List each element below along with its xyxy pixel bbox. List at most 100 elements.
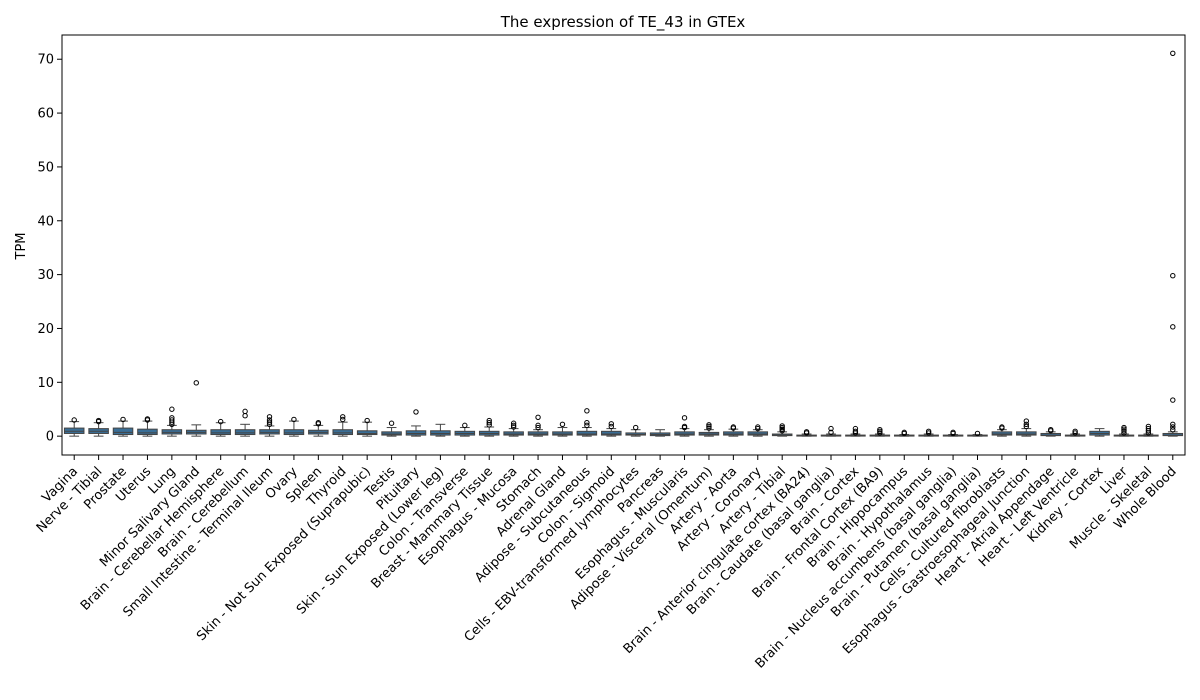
outlier-point <box>535 424 541 431</box>
outlier-point <box>1023 418 1030 424</box>
outlier-point <box>1170 397 1176 403</box>
box-23 <box>625 432 646 436</box>
outlier-point <box>999 424 1005 430</box>
box-13 <box>381 431 402 436</box>
outlier-point <box>1121 426 1127 432</box>
outlier-point <box>681 423 688 430</box>
outlier-point <box>1145 423 1152 430</box>
y-tick-label: 60 <box>37 107 54 122</box>
outlier-point <box>1023 423 1030 430</box>
outlier-point <box>340 416 346 423</box>
outlier-point <box>1170 426 1176 433</box>
outlier-point <box>608 421 614 427</box>
outlier-point <box>779 424 785 431</box>
y-tick-label: 10 <box>37 376 54 391</box>
chart-title: The expression of TE_43 in GTEx <box>500 13 746 32</box>
outlier-point <box>584 419 590 426</box>
outlier-point <box>535 422 541 429</box>
box-28 <box>747 431 769 436</box>
box-0 <box>63 427 85 434</box>
outlier-point <box>1023 421 1030 428</box>
outlier-point <box>1170 324 1176 330</box>
outlier-point <box>877 426 883 433</box>
outlier-point <box>95 417 102 424</box>
outlier-point <box>730 424 737 430</box>
outlier-point <box>559 421 566 428</box>
outlier-point <box>1170 421 1176 428</box>
outlier-point <box>779 426 785 432</box>
outlier-point <box>584 422 590 429</box>
plot-frame <box>61 34 1186 456</box>
outlier-point <box>1121 430 1127 436</box>
outlier-point <box>852 425 859 432</box>
outlier-point <box>1121 428 1127 434</box>
outlier-point <box>925 428 932 435</box>
y-tick-label: 0 <box>46 430 54 445</box>
outlier-point <box>1170 272 1176 279</box>
box-14 <box>405 430 427 436</box>
box-7 <box>234 429 256 436</box>
outlier-point <box>1072 430 1078 436</box>
outlier-point <box>486 419 492 426</box>
y-axis-label: TPM <box>14 233 29 261</box>
box-9 <box>283 429 305 436</box>
outlier-point <box>755 425 761 432</box>
outlier-point <box>242 408 248 415</box>
outlier-point <box>169 415 175 421</box>
box-22 <box>601 430 622 436</box>
outlier-point <box>779 423 785 429</box>
outlier-point <box>120 416 126 423</box>
outlier-point <box>169 406 175 412</box>
outlier-point <box>413 409 419 415</box>
outlier-point <box>510 424 517 430</box>
outlier-point <box>71 417 77 423</box>
box-4 <box>161 429 183 435</box>
outlier-point <box>852 428 859 435</box>
outlier-point <box>510 420 517 426</box>
box-6 <box>210 429 231 436</box>
box-11 <box>332 429 354 436</box>
box-39 <box>1016 431 1037 436</box>
y-tick-label: 30 <box>37 268 54 283</box>
outlier-point <box>510 422 517 429</box>
outlier-point <box>1170 424 1176 430</box>
outlier-point <box>828 429 834 436</box>
outlier-point <box>535 414 541 421</box>
box-12 <box>356 430 378 436</box>
outlier-point <box>828 425 834 432</box>
outlier-point <box>266 417 273 423</box>
box-18 <box>503 431 524 436</box>
box-21 <box>576 430 598 436</box>
outlier-point <box>1121 424 1127 431</box>
outlier-point <box>193 380 199 386</box>
outlier-point <box>242 412 248 419</box>
outlier-point <box>974 430 981 437</box>
box-2 <box>112 427 134 436</box>
box-25 <box>674 431 695 436</box>
outlier-point <box>266 414 273 420</box>
outlier-point <box>803 429 810 435</box>
y-tick-label: 40 <box>37 214 54 229</box>
outlier-point <box>364 417 370 424</box>
outlier-point <box>388 420 395 426</box>
outlier-point <box>877 430 883 436</box>
y-tick-label: 20 <box>37 322 54 337</box>
outlier-point <box>755 424 761 430</box>
outlier-point <box>681 415 688 421</box>
box-27 <box>723 431 744 436</box>
y-tick-label: 70 <box>37 53 54 68</box>
box-38 <box>991 431 1013 436</box>
outlier-point <box>217 418 224 425</box>
outlier-point <box>633 424 639 431</box>
outlier-point <box>706 423 712 430</box>
outlier-point <box>266 419 273 425</box>
box-15 <box>430 430 451 436</box>
outlier-point <box>925 430 932 436</box>
outlier-point <box>340 414 346 420</box>
outlier-point <box>315 419 322 426</box>
outlier-point <box>169 417 175 423</box>
outlier-point <box>1170 50 1176 57</box>
outlier-point <box>1072 428 1078 435</box>
